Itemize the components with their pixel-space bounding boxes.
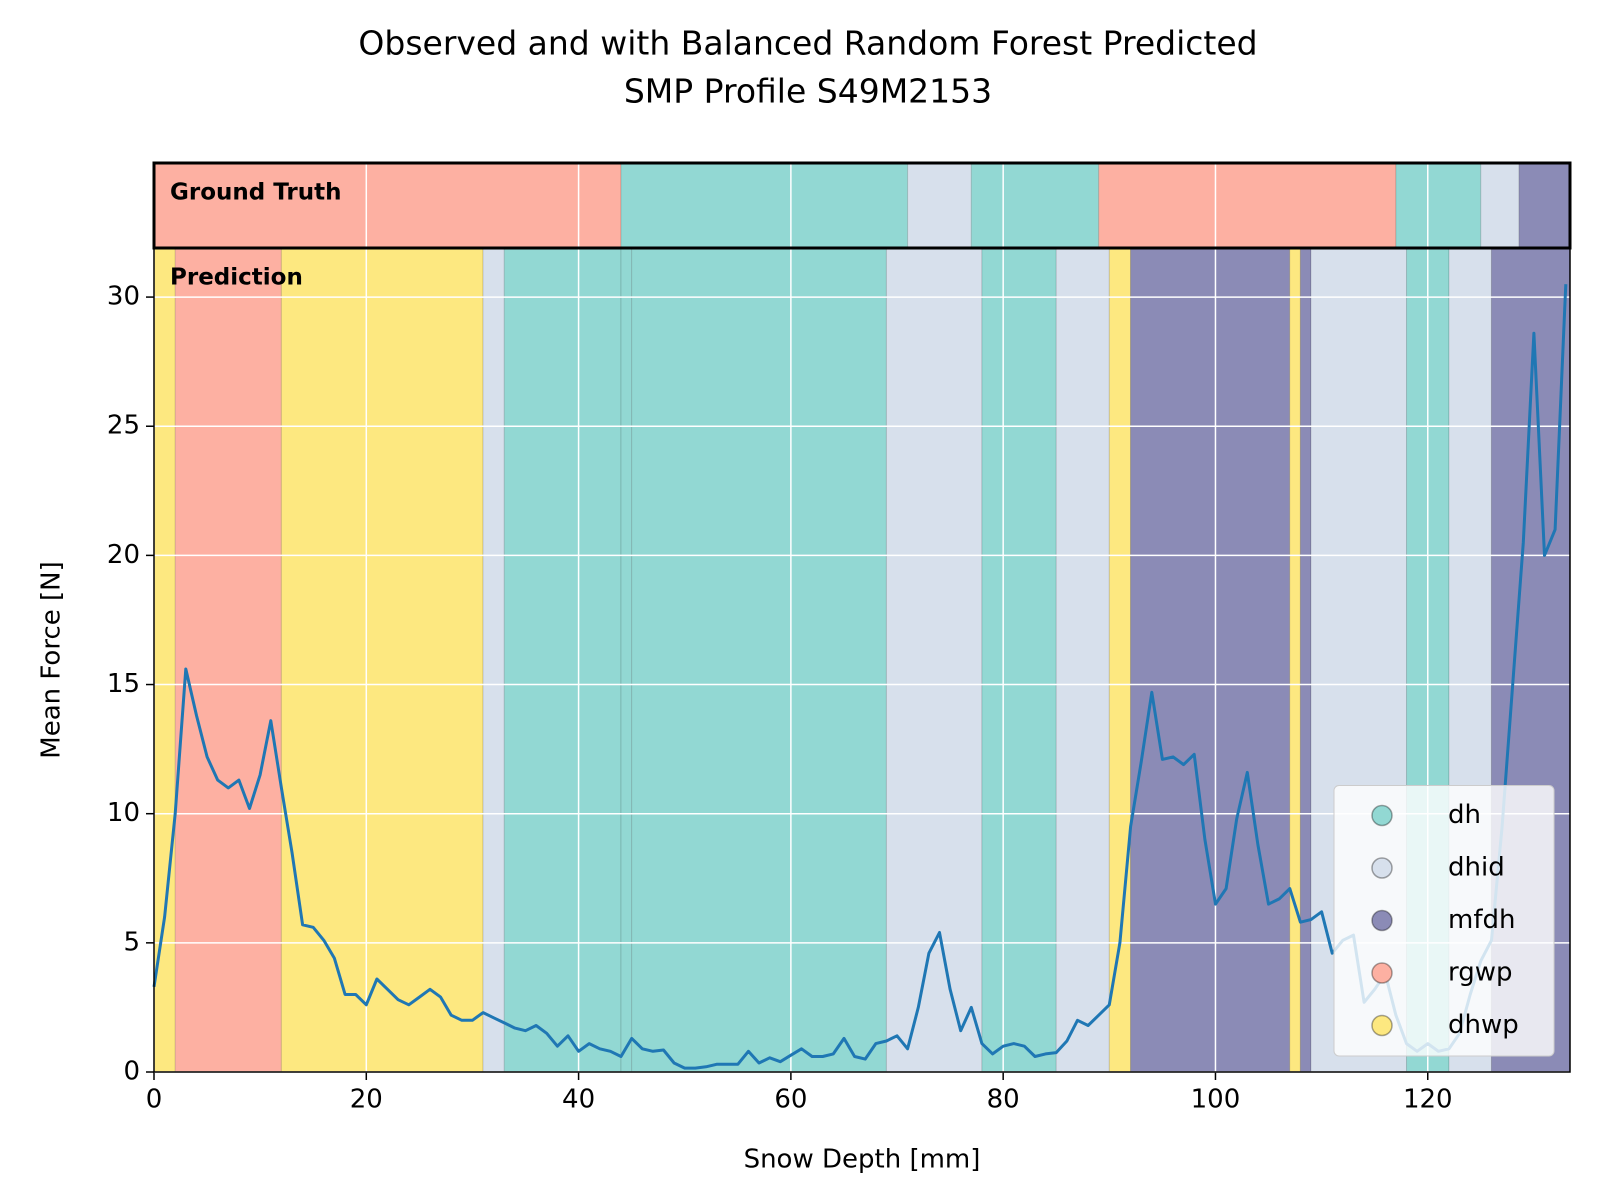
y-tick-label: 25 [107,411,140,441]
legend-label: mfdh [1448,905,1515,935]
legend-label: dhid [1448,853,1505,883]
panel-label: Prediction [170,265,303,291]
x-tick-label: 20 [350,1085,383,1115]
data-line [152,284,1568,1070]
legend-label: dh [1448,800,1481,830]
legend-marker [1371,1014,1393,1037]
class-segment [1289,247,1301,1073]
x-tick-label: 0 [146,1085,163,1115]
class-segment [907,162,972,249]
class-segment [503,247,622,1073]
legend-label: rgwp [1448,958,1513,988]
class-segment [1480,162,1520,249]
chart-title: Observed and with Balanced Random Forest… [358,24,1257,63]
class-segment [981,247,1057,1073]
legend-marker [1371,857,1393,879]
x-axis-label: Snow Depth [mm] [744,1145,981,1175]
x-tick-label: 100 [1191,1085,1241,1115]
y-tick-label: 5 [123,927,140,957]
x-tick-label: 60 [774,1085,807,1115]
class-segment [280,247,484,1073]
x-tick-label: 80 [987,1085,1020,1115]
y-tick-label: 15 [107,669,140,699]
class-segment [620,247,633,1073]
class-segment [1055,247,1110,1073]
class-segment [153,247,176,1073]
class-segment [1518,162,1571,249]
class-segment [970,162,1100,249]
class-segment [153,162,622,249]
class-segment [620,162,909,249]
class-segment [1130,247,1291,1073]
chart-title: SMP Profile S49M2153 [624,72,992,111]
class-segment [1299,247,1312,1073]
panel-frame [153,247,1571,1073]
class-segment [174,247,282,1073]
x-tick-label: 120 [1403,1085,1453,1115]
class-segment [1098,162,1397,249]
legend-marker [1371,962,1393,984]
x-tick-label: 40 [562,1085,595,1115]
y-tick-label: 20 [107,540,140,570]
legend-marker [1371,909,1393,932]
class-segment [482,247,505,1073]
legend-marker [1371,804,1393,827]
y-axis-label: Mean Force [N] [37,561,67,758]
class-segment [885,247,983,1073]
panel-label: Ground Truth [170,180,342,206]
legend-label: dhwp [1448,1010,1519,1040]
y-tick-label: 10 [107,798,140,828]
y-tick-label: 0 [123,1057,140,1087]
class-segment [631,247,887,1073]
y-tick-label: 30 [107,282,140,312]
class-segment [1395,162,1482,249]
legend-box [1333,785,1555,1057]
